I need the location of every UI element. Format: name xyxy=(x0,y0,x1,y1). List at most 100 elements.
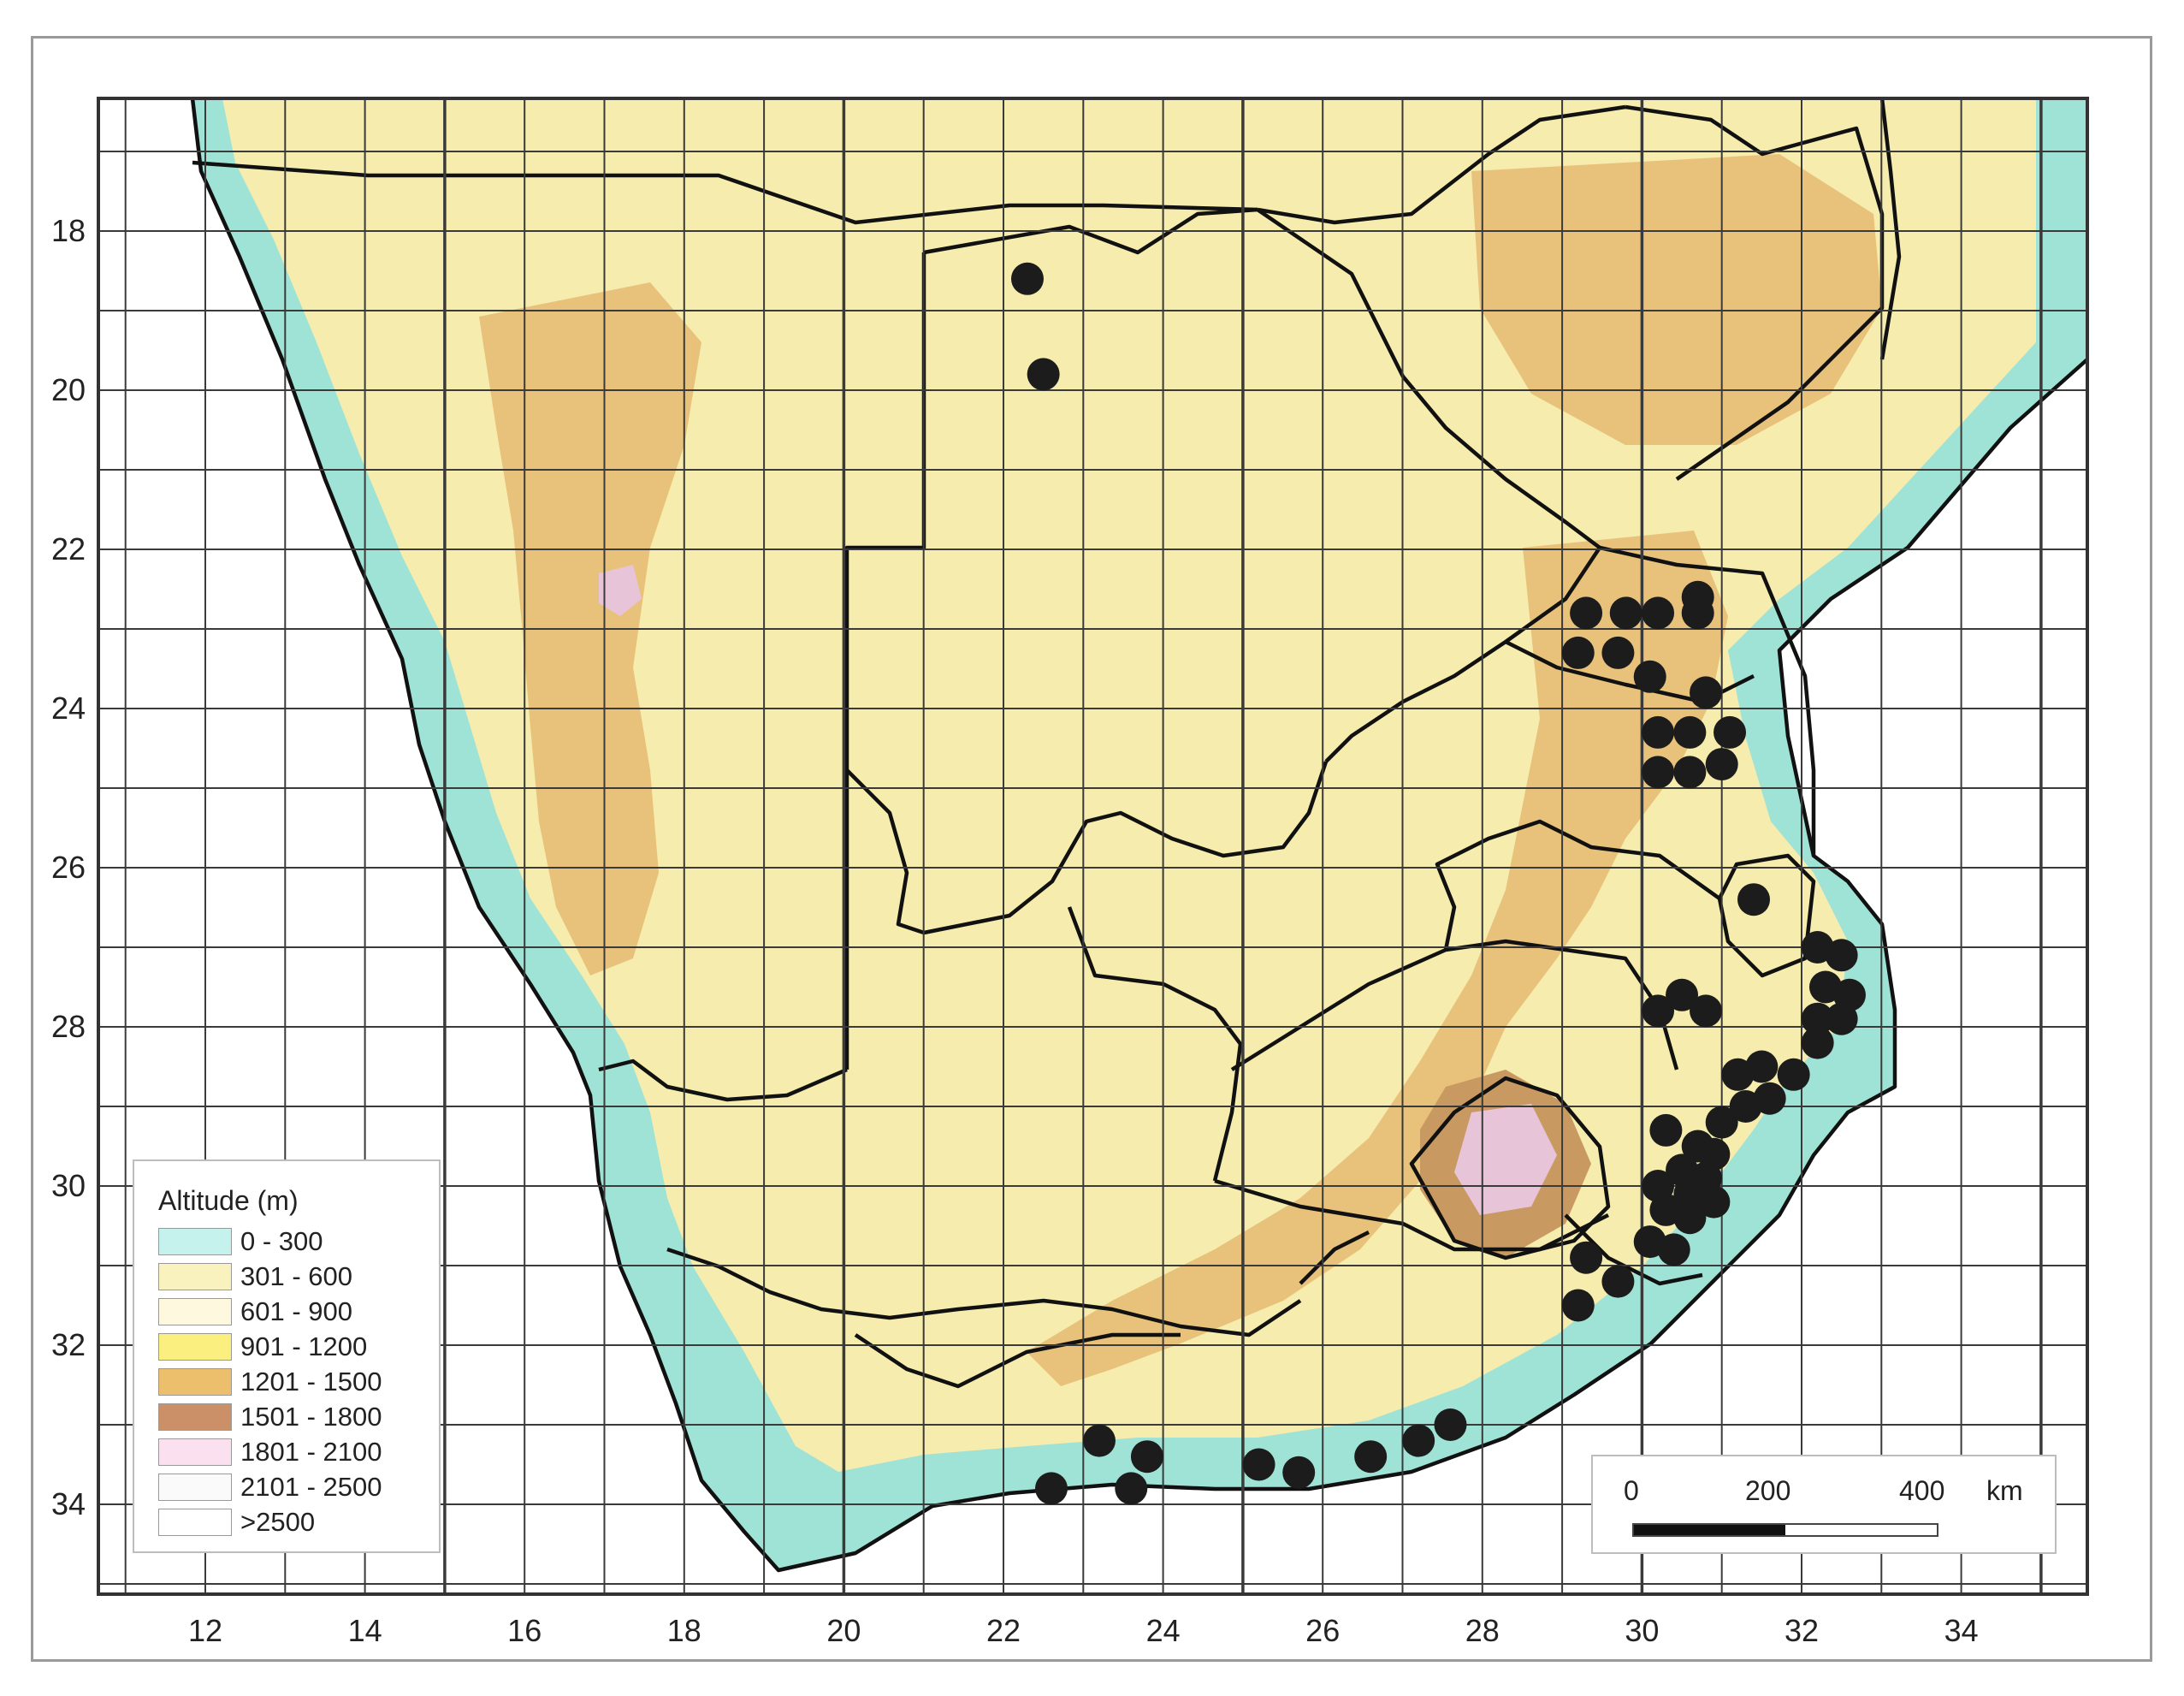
border-province-1 xyxy=(1067,906,1243,1182)
x-tick-label: 30 xyxy=(1625,1613,1659,1648)
occurrence-dot xyxy=(1642,756,1675,789)
occurrence-dot xyxy=(1825,1002,1858,1035)
occurrence-dot xyxy=(1642,596,1675,630)
legend-label: 1201 - 1500 xyxy=(240,1366,382,1397)
occurrence-dot xyxy=(1642,994,1675,1028)
y-tick-label: 24 xyxy=(51,691,86,726)
legend-item: 901 - 1200 xyxy=(158,1329,415,1364)
legend-item: 2101 - 2500 xyxy=(158,1469,415,1504)
legend-item: 1801 - 2100 xyxy=(158,1434,415,1469)
legend-label: 301 - 600 xyxy=(240,1260,352,1291)
occurrence-dot xyxy=(1721,1058,1755,1091)
x-tick-label: 12 xyxy=(188,1613,222,1648)
border-province-4 xyxy=(1435,819,1721,951)
occurrence-dot xyxy=(1633,660,1666,693)
occurrence-dot xyxy=(1570,1241,1603,1274)
legend-swatch xyxy=(158,1332,232,1361)
occurrence-dot xyxy=(1130,1440,1163,1474)
scale-bar-graphic xyxy=(1632,1523,1938,1537)
border-botswana-east xyxy=(1256,208,1601,549)
border-province-8 xyxy=(1564,1213,1703,1286)
occurrence-dot xyxy=(1666,978,1699,1011)
border-mozambique-north xyxy=(1879,98,1902,360)
border-swaziland xyxy=(1717,853,1816,978)
border-zimbabwe-east xyxy=(1625,104,1885,481)
scale-unit: km xyxy=(1986,1475,2023,1506)
occurrence-dot xyxy=(1354,1440,1388,1474)
y-tick-label: 32 xyxy=(51,1327,86,1362)
legend-item: >2500 xyxy=(158,1504,415,1539)
border-namibia-north xyxy=(192,160,1258,225)
border-province-6 xyxy=(666,1247,1302,1337)
occurrence-dot xyxy=(1282,1456,1316,1489)
occurrence-dot xyxy=(1082,1424,1116,1457)
legend-item: 1501 - 1800 xyxy=(158,1399,415,1434)
occurrence-dot xyxy=(1737,883,1771,916)
legend-swatch xyxy=(158,1402,232,1431)
legend-label: 601 - 900 xyxy=(240,1296,352,1326)
land-highland-escarpment xyxy=(1027,531,1728,1386)
occurrence-dot xyxy=(1801,1026,1834,1059)
legend-item: 601 - 900 xyxy=(158,1294,415,1329)
occurrence-dot xyxy=(1242,1448,1275,1481)
x-tick-label: 22 xyxy=(986,1613,1021,1648)
border-province-2 xyxy=(1214,1178,1610,1252)
x-tick-label: 14 xyxy=(348,1613,382,1648)
occurrence-dot xyxy=(1705,1106,1738,1139)
occurrence-dot xyxy=(1801,1002,1834,1035)
occurrence-dot xyxy=(1705,748,1738,781)
scale-label-200: 200 xyxy=(1745,1475,1791,1506)
occurrence-dot xyxy=(1673,1201,1707,1235)
occurrence-dot xyxy=(1010,262,1044,295)
occurrence-dot xyxy=(1034,1472,1068,1505)
border-limpopo xyxy=(1324,546,1601,763)
legend-label: 901 - 1200 xyxy=(240,1331,368,1361)
x-tick-label: 20 xyxy=(826,1613,861,1648)
legend-swatch xyxy=(158,1508,232,1536)
occurrence-dot xyxy=(1609,596,1642,630)
legend-items: 0 - 300 301 - 600 601 - 900 901 - 1200 1201 … xyxy=(158,1224,415,1539)
occurrence-dot xyxy=(1434,1408,1467,1441)
legend-title: Altitude (m) xyxy=(158,1185,299,1216)
x-tick-label: 34 xyxy=(1944,1613,1979,1648)
land-peaks-namibia xyxy=(599,565,642,616)
legend-swatch xyxy=(158,1227,232,1255)
x-tick-label: 18 xyxy=(667,1613,701,1648)
land-highland-zimbabwe xyxy=(1471,154,1882,445)
occurrence-dot xyxy=(1570,596,1603,630)
country-borders xyxy=(192,98,1902,1389)
legend-item: 301 - 600 xyxy=(158,1259,415,1294)
y-tick-label: 20 xyxy=(51,372,86,407)
occurrence-dot xyxy=(1649,1113,1683,1147)
scale-bar-fill xyxy=(1634,1525,1785,1535)
legend-label: 0 - 300 xyxy=(240,1225,323,1256)
border-caprivi xyxy=(923,207,1258,255)
scale-bar: 0 200 400 km xyxy=(1591,1455,2057,1554)
occurrence-dot xyxy=(1115,1472,1148,1505)
occurrence-dot xyxy=(1561,636,1595,669)
occurrence-dot xyxy=(1657,1233,1690,1266)
y-tick-label: 26 xyxy=(51,850,86,885)
occurrence-dot xyxy=(1777,1058,1810,1091)
occurrence-dot xyxy=(1697,1185,1731,1219)
x-axis-ticks: 12 14 16 18 20 22 24 26 28 30 32 34 xyxy=(188,1613,1979,1648)
border-province-7 xyxy=(854,1332,1181,1389)
legend-swatch xyxy=(158,1367,232,1396)
legend-swatch xyxy=(158,1473,232,1501)
land-peaks-lesotho xyxy=(1454,1104,1557,1215)
legend-swatch xyxy=(158,1297,232,1325)
y-tick-label: 18 xyxy=(51,213,86,248)
occurrence-dot xyxy=(1825,939,1858,972)
legend-item: 1201 - 1500 xyxy=(158,1364,415,1399)
occurrence-dot xyxy=(1690,676,1723,709)
border-zimbabwe-mozambique xyxy=(1599,545,1816,856)
legend-swatch xyxy=(158,1438,232,1466)
x-tick-label: 32 xyxy=(1784,1613,1819,1648)
border-province-9 xyxy=(1299,1230,1370,1285)
x-tick-label: 16 xyxy=(507,1613,542,1648)
legend-label: 1801 - 2100 xyxy=(240,1436,382,1467)
scale-label-400: 400 xyxy=(1899,1475,1945,1506)
x-tick-label: 26 xyxy=(1305,1613,1340,1648)
border-zambezi xyxy=(1257,104,1626,225)
y-tick-label: 34 xyxy=(51,1486,86,1521)
